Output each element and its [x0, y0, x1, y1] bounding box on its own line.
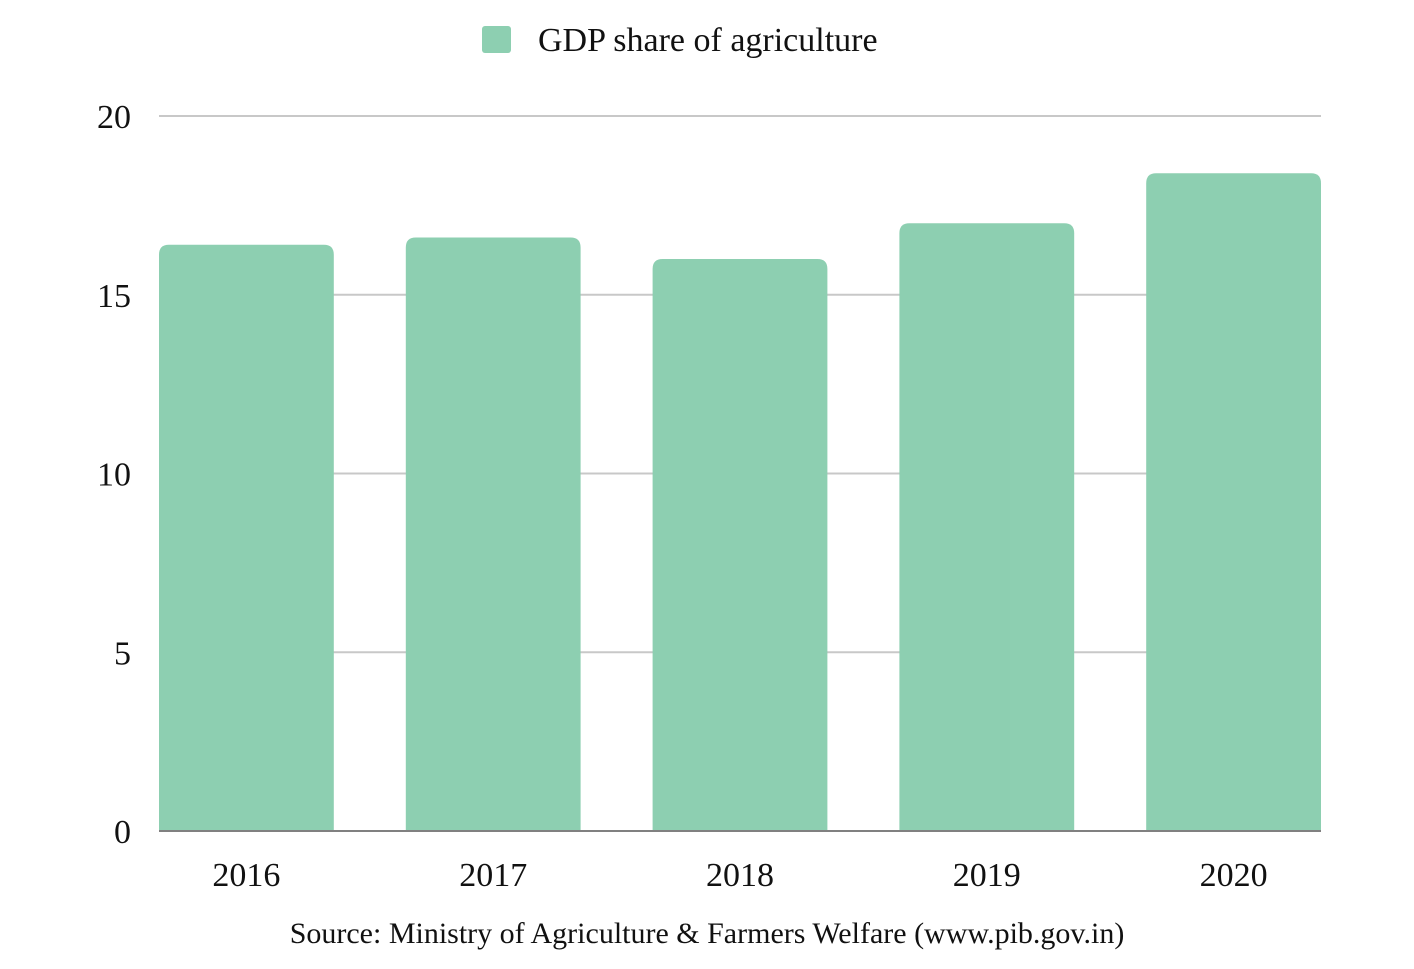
y-tick-label: 10 — [97, 457, 131, 494]
bar-2016 — [159, 244, 334, 831]
x-axis-tick-labels: 2016 2017 2018 2019 2020 — [212, 857, 1267, 894]
x-tick-label: 2016 — [212, 857, 280, 894]
x-tick-label: 2019 — [953, 857, 1021, 894]
bar-2019 — [899, 223, 1075, 831]
x-tick-label: 2018 — [706, 857, 774, 894]
y-tick-label: 15 — [97, 278, 131, 315]
bar-2020 — [1146, 173, 1321, 831]
bars — [159, 173, 1321, 832]
x-tick-label: 2017 — [459, 857, 527, 894]
legend-swatch — [482, 26, 511, 53]
bar-2017 — [405, 237, 581, 832]
y-tick-label: 5 — [114, 635, 131, 672]
y-tick-label: 20 — [97, 99, 131, 136]
y-axis-tick-labels: 0 5 10 15 20 — [97, 99, 131, 851]
legend: GDP share of agriculture — [482, 22, 878, 59]
source-note: Source: Ministry of Agriculture & Farmer… — [290, 917, 1125, 950]
legend-label: GDP share of agriculture — [538, 22, 878, 59]
bar-2018 — [652, 259, 828, 831]
x-tick-label: 2020 — [1200, 857, 1268, 894]
y-tick-label: 0 — [114, 814, 131, 851]
